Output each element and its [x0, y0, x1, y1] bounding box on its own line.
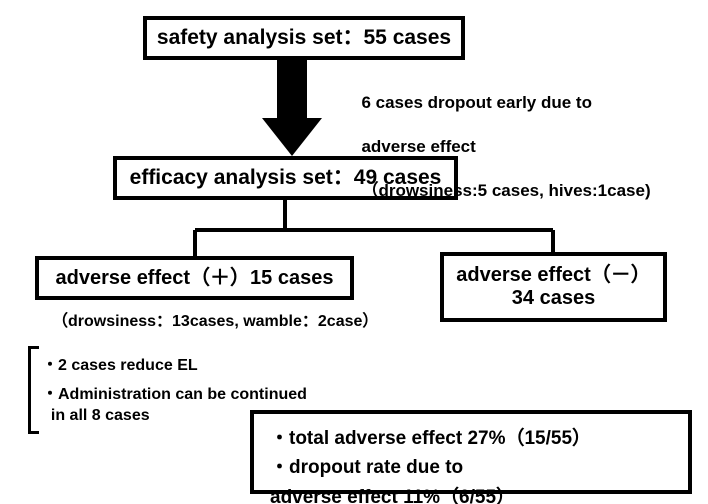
- safety-analysis-label: safety analysis set：55 cases: [157, 26, 451, 50]
- branch-tree: [195, 200, 553, 256]
- summary-box: ・total adverse effect 27%（15/55） ・dropou…: [250, 410, 692, 494]
- summary-line3: adverse effect 11%（6/55）: [270, 483, 672, 504]
- dropout-line2: adverse effect: [361, 137, 475, 156]
- dropout-line3: （drowsiness:5 cases, hives:1case): [361, 181, 650, 200]
- bullet-reduce-el: ・2 cases reduce EL: [42, 356, 198, 377]
- adverse-effect-pos-box: adverse effect（＋）15 cases: [35, 256, 354, 300]
- dropout-line1: 6 cases dropout early due to: [361, 93, 592, 112]
- adverse-effect-pos-label: adverse effect（＋）15 cases: [56, 267, 334, 290]
- summary-line1: ・total adverse effect 27%（15/55）: [270, 424, 672, 453]
- summary-line2: ・dropout rate due to: [270, 453, 672, 482]
- adverse-effect-neg-label: adverse effect（－） 34 cases: [444, 264, 663, 310]
- adverse-effect-neg-box: adverse effect（－） 34 cases: [440, 252, 667, 322]
- big-arrow: [262, 60, 322, 156]
- safety-analysis-box: safety analysis set：55 cases: [143, 16, 465, 60]
- bracket-icon: [28, 346, 39, 434]
- dropout-annotation: 6 cases dropout early due to adverse eff…: [352, 70, 651, 203]
- ae-pos-detail: （drowsiness：13cases, wamble：2case）: [52, 312, 378, 333]
